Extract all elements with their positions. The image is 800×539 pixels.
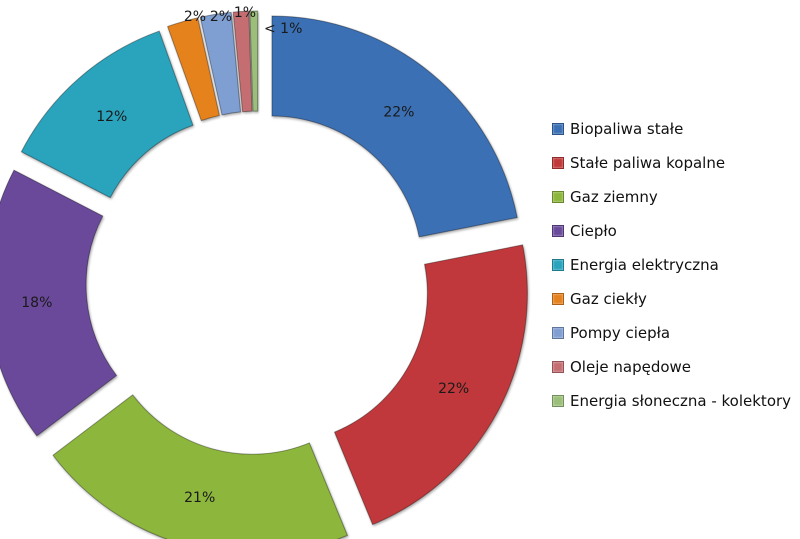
legend-item-pompy-ciepla: Pompy ciepła [552,316,791,350]
legend-item-oleje-napedowe: Oleje napędowe [552,350,791,384]
segment-oleje-napedowe [232,10,253,113]
segment-gaz-ciekly [166,17,220,122]
segment-value-label: 12% [96,109,127,125]
legend-item-gaz-ziemny: Gaz ziemny [552,180,791,214]
legend-item-energia-sloneczna: Energia słoneczna - kolektory [552,384,791,418]
legend-item-gaz-ciekly: Gaz ciekły [552,282,791,316]
segment-gaz-ziemny [52,394,349,539]
segment-cieplo [0,169,118,437]
doughnut-chart: 22%22%21%18%12%2% 2% 1%< 1% [0,5,528,539]
legend-swatch [552,157,564,169]
segment-value-label: 2% [210,9,232,25]
segment-value-label: 2% [184,9,206,25]
legend-swatch [552,123,564,135]
segment-value-label: < 1% [264,21,302,37]
segment-pompy-ciepla [199,11,242,116]
segment-value-label: 21% [184,490,215,506]
legend-swatch [552,395,564,407]
segment-stale-paliwa [333,244,528,526]
legend-swatch [552,293,564,305]
segment-value-label: 22% [383,104,414,120]
segment-energia-sloneczna [249,10,259,112]
legend-item-stale-paliwa: Stałe paliwa kopalne [552,146,791,180]
legend-swatch [552,361,564,373]
legend-swatch [552,259,564,271]
chart-legend: Biopaliwa stałe Stałe paliwa kopalne Gaz… [552,112,791,418]
legend-item-cieplo: Ciepło [552,214,791,248]
legend-swatch [552,225,564,237]
segment-value-label: 22% [438,381,469,397]
segment-value-label: 1% [234,5,256,21]
chart-labels: 22%22%21%18%12%2% 2% 1%< 1% [21,5,469,506]
legend-swatch [552,191,564,203]
segment-value-label: 18% [21,295,52,311]
chart-segments [0,10,528,539]
segment-biopaliwa [271,15,518,238]
legend-item-energia-elektryczna: Energia elektryczna [552,248,791,282]
segment-energia-elektryczna [20,30,194,199]
legend-swatch [552,327,564,339]
legend-item-biopaliwa: Biopaliwa stałe [552,112,791,146]
